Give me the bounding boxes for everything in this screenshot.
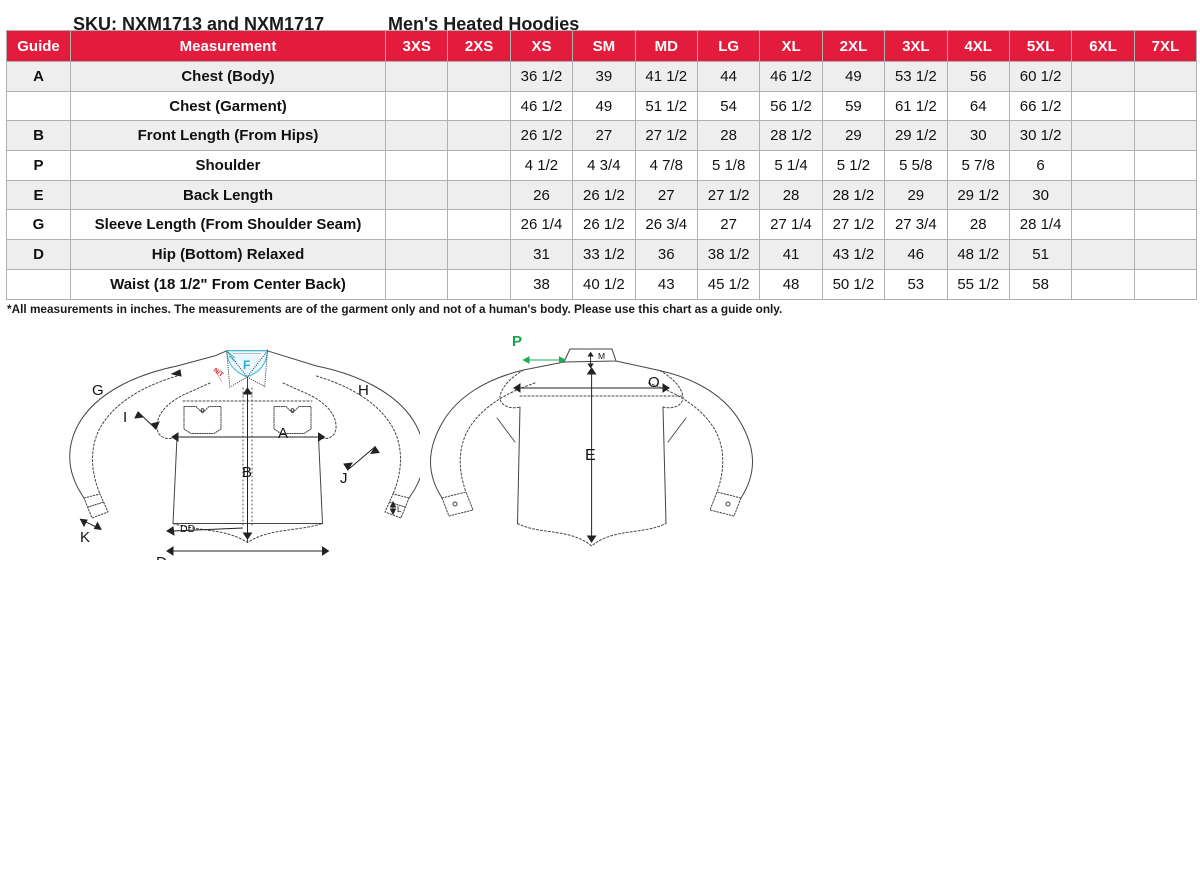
svg-text:G: G (92, 382, 104, 399)
svg-text:K: K (80, 529, 90, 546)
svg-text:F: F (243, 358, 250, 372)
svg-text:J: J (340, 470, 348, 487)
svg-text:N/T: N/T (212, 367, 225, 379)
svg-text:E: E (585, 447, 596, 464)
svg-text:I: I (123, 409, 127, 426)
svg-text:H: H (358, 382, 369, 399)
svg-text:M: M (598, 351, 605, 361)
svg-text:P: P (512, 333, 522, 350)
svg-text:DD: DD (180, 523, 196, 535)
svg-text:D: D (156, 554, 167, 560)
svg-text:A: A (278, 425, 288, 442)
svg-text:L: L (397, 505, 402, 514)
